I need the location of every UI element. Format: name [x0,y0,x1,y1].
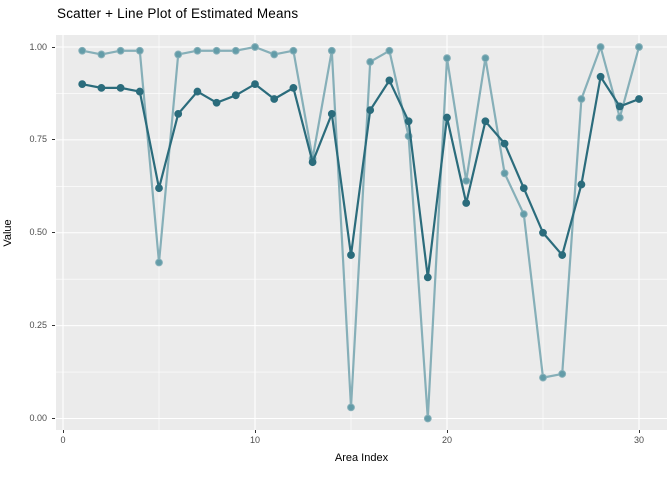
light-teal-series-point [97,50,106,59]
dark-teal-series-point [155,184,163,193]
dark-teal-series-point [116,83,125,92]
light-teal-series-point [500,169,509,178]
light-teal-series-point [174,50,183,59]
y-axis-tick [52,232,55,234]
y-axis-tick [52,46,55,48]
light-teal-series-point [78,46,87,55]
y-tick-label: 0.50 [29,227,47,238]
dark-teal-series-point [135,87,144,96]
light-teal-series-point [289,46,298,55]
y-tick-label: 0.75 [29,134,47,145]
dark-teal-series-point [577,180,586,189]
light-teal-series-point [116,46,125,55]
light-teal-series-point [135,46,144,55]
light-teal-series-point [327,46,336,55]
x-axis-tick [254,430,256,433]
x-axis-tick [446,430,448,433]
x-axis-tick [62,430,64,433]
x-tick-label: 20 [441,435,452,445]
light-teal-series-point [481,54,490,63]
light-teal-series-point [385,46,394,55]
light-teal-series-point [423,414,432,423]
dark-teal-series-point [366,106,375,115]
light-teal-series-point [270,50,279,59]
light-teal-series-point [615,113,624,122]
light-teal-series-point [539,373,547,382]
light-teal-series-point [635,43,643,51]
light-teal-series-point [519,210,528,219]
y-tick-label: 0.00 [29,413,47,423]
dark-teal-series-point [385,76,394,85]
light-teal-series-point [193,46,202,55]
light-teal-series-point [443,54,451,63]
dark-teal-series-point [462,199,471,207]
dark-teal-series-point [174,109,183,118]
dark-teal-series-point [500,139,509,148]
dark-teal-series-point [481,117,490,126]
dark-teal-series-point [251,80,259,89]
dark-teal-series-point [308,158,317,167]
plot-canvas [56,35,667,430]
y-axis-tick [52,325,55,327]
dark-teal-series-point [327,109,336,118]
x-axis-tick [638,430,640,433]
dark-teal-series-point [289,83,298,92]
y-tick-label: 0.25 [29,320,47,331]
dark-teal-series-point [78,80,87,89]
dark-teal-series-point [270,95,279,103]
y-axis-title: Value [2,219,14,247]
light-teal-series-point [558,370,567,378]
light-teal-series-point [366,57,375,66]
light-teal-series-point [577,95,586,103]
dark-teal-series-point [347,251,355,259]
light-teal-series-point [596,43,605,51]
dark-teal-series-point [404,117,413,126]
light-teal-series-point [231,46,240,55]
x-tick-label: 30 [633,435,644,445]
dark-teal-series-point [558,251,567,259]
y-axis-tick [52,139,55,141]
dark-teal-series-point [443,113,451,122]
dark-teal-series-point [97,83,106,92]
x-tick-label: 0 [60,435,66,445]
x-tick-label: 10 [249,435,260,445]
dark-teal-series-point [519,184,528,193]
dark-teal-series-point [423,273,432,282]
light-teal-series-point [212,46,221,55]
y-tick-label: 1.00 [29,41,47,52]
dark-teal-series-point [193,87,202,96]
y-axis-tick [52,418,55,419]
dark-teal-series-point [231,91,240,100]
plot-panel [56,35,667,430]
dark-teal-series-point [635,95,643,103]
dark-teal-series-line [81,75,641,279]
dark-teal-series-point [539,228,547,237]
dark-teal-series-point [596,72,605,81]
dark-teal-series-point [212,98,221,107]
light-teal-series-point [251,43,259,51]
dark-teal-series-point [615,102,624,111]
chart-title: Scatter + Line Plot of Estimated Means [57,6,299,21]
x-axis-title: Area Index [334,452,389,464]
light-teal-series-point [347,403,355,412]
light-teal-series-point [155,258,163,267]
light-teal-series-point [462,176,471,185]
